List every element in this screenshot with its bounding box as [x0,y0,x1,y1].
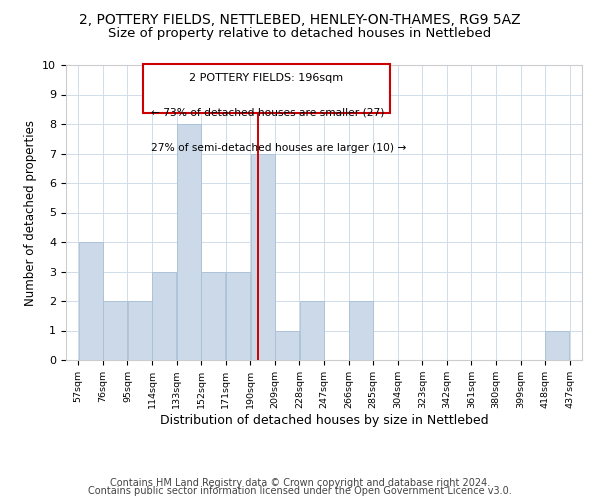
Text: 2, POTTERY FIELDS, NETTLEBED, HENLEY-ON-THAMES, RG9 5AZ: 2, POTTERY FIELDS, NETTLEBED, HENLEY-ON-… [79,12,521,26]
Bar [275,330,299,360]
Bar [103,301,127,360]
Text: 27% of semi-detached houses are larger (10) →: 27% of semi-detached houses are larger (… [151,142,406,152]
Bar [177,124,201,360]
Text: Size of property relative to detached houses in Nettlebed: Size of property relative to detached ho… [109,28,491,40]
Bar [128,301,152,360]
Bar [545,330,569,360]
Bar [251,154,275,360]
Text: ← 73% of detached houses are smaller (27): ← 73% of detached houses are smaller (27… [151,107,384,117]
FancyBboxPatch shape [143,64,390,113]
Text: 2 POTTERY FIELDS: 196sqm: 2 POTTERY FIELDS: 196sqm [190,74,344,84]
Text: Contains HM Land Registry data © Crown copyright and database right 2024.: Contains HM Land Registry data © Crown c… [110,478,490,488]
Bar [300,301,323,360]
Bar [202,272,226,360]
Bar [152,272,176,360]
Text: Contains public sector information licensed under the Open Government Licence v3: Contains public sector information licen… [88,486,512,496]
Bar [79,242,103,360]
Bar [349,301,373,360]
Bar [226,272,250,360]
X-axis label: Distribution of detached houses by size in Nettlebed: Distribution of detached houses by size … [160,414,488,427]
Y-axis label: Number of detached properties: Number of detached properties [24,120,37,306]
